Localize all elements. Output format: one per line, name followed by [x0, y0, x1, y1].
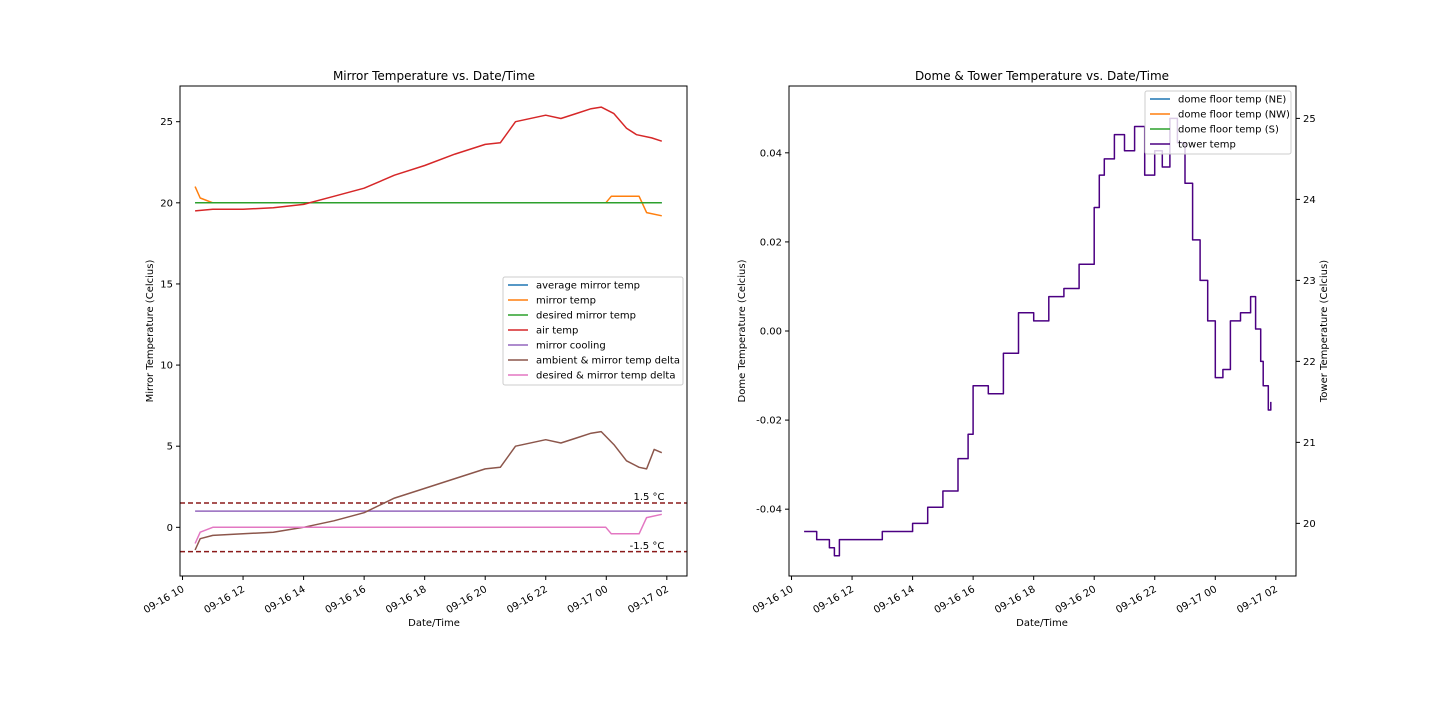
y-axis-ticks: 0 5 10 15 20 25: [160, 117, 180, 534]
y-tick-label: -0.04: [756, 505, 782, 516]
y-axis-ticks: -0.04 -0.02 0.00 0.02 0.04: [756, 148, 789, 516]
x-axis-label: Date/Time: [408, 618, 460, 629]
threshold-label-upper: 1.5 °C: [633, 492, 664, 503]
series-line: [194, 186, 662, 217]
mirror-temperature-chart: Mirror Temperature vs. Date/Time 09-16 1…: [142, 69, 688, 629]
dome-tower-temperature-chart: Dome & Tower Temperature vs. Date/Time 0…: [737, 69, 1330, 629]
x-tick-label: 09-16 22: [505, 584, 549, 616]
series-line: [804, 117, 1272, 557]
legend-label: dome floor temp (NW): [1178, 110, 1290, 121]
legend-label: average mirror temp: [536, 281, 640, 292]
x-tick-label: 09-16 12: [812, 584, 856, 616]
x-tick-label: 09-16 10: [751, 584, 795, 616]
plot-area: [180, 106, 687, 553]
right-y-axis-ticks: 20 21 22 23 24 25: [1296, 114, 1316, 530]
chart-title: Dome & Tower Temperature vs. Date/Time: [915, 69, 1169, 83]
axes-frame: [179, 85, 688, 577]
legend-box: [502, 276, 684, 386]
chart-title: Mirror Temperature vs. Date/Time: [333, 69, 535, 83]
right-y-tick-label: 23: [1303, 276, 1316, 287]
x-tick-label: 09-16 14: [872, 584, 916, 616]
x-tick-label: 09-16 14: [263, 584, 307, 616]
threshold-label-lower: -1.5 °C: [630, 541, 665, 552]
y-tick-label: -0.02: [756, 416, 782, 427]
legend-label: desired & mirror temp delta: [536, 371, 675, 382]
y-tick-label: 15: [160, 279, 173, 290]
legend-label: dome floor temp (S): [1178, 125, 1279, 136]
legend-label: air temp: [536, 326, 578, 337]
axes-frame: [788, 85, 1297, 577]
series-line: [194, 513, 662, 544]
x-tick-label: 09-16 20: [445, 584, 489, 616]
y-tick-label: 25: [160, 117, 173, 128]
x-tick-label: 09-16 16: [324, 584, 368, 616]
right-y-tick-label: 25: [1303, 114, 1316, 125]
y-tick-label: 0.02: [760, 237, 782, 248]
x-tick-label: 09-17 00: [1175, 584, 1219, 616]
x-tick-label: 09-16 18: [384, 584, 428, 616]
right-y-tick-label: 20: [1303, 519, 1316, 530]
x-axis-ticks: 09-16 10 09-16 12 09-16 14 09-16 16 09-16 18…: [142, 576, 671, 616]
y-axis-label: Mirror Temperature (Celcius): [145, 260, 156, 403]
x-tick-label: 09-16 18: [993, 584, 1037, 616]
x-tick-label: 09-16 20: [1054, 584, 1098, 616]
x-tick-label: 09-16 10: [142, 584, 186, 616]
legend: dome floor temp (NE) dome floor temp (NW)…: [1144, 90, 1292, 155]
y-tick-label: 0.04: [760, 148, 782, 159]
x-tick-label: 09-17 00: [566, 584, 610, 616]
legend: average mirror temp mirror temp desired mi…: [502, 276, 684, 386]
x-tick-label: 09-16 16: [933, 584, 977, 616]
x-tick-label: 09-17 02: [626, 584, 670, 616]
x-tick-label: 09-16 22: [1114, 584, 1158, 616]
y-tick-label: 0.00: [760, 327, 782, 338]
legend-label: tower temp: [1178, 140, 1236, 151]
y-tick-label: 0: [167, 523, 173, 534]
series-line: [194, 430, 663, 551]
right-y-tick-label: 22: [1303, 357, 1316, 368]
right-y-tick-label: 24: [1303, 195, 1316, 206]
series-line: [195, 106, 663, 212]
y-axis-label: Dome Temperature (Celcius): [737, 259, 748, 402]
y-tick-label: 5: [167, 442, 173, 453]
plot-area: [804, 117, 1272, 557]
y-tick-label: 20: [160, 198, 173, 209]
legend-entries: average mirror temp mirror temp desired mi…: [508, 281, 680, 382]
right-y-axis-label: Tower Temperature (Celcius): [1319, 260, 1330, 403]
right-y-tick-label: 21: [1303, 438, 1316, 449]
legend-box: [1144, 90, 1292, 155]
legend-label: desired mirror temp: [536, 311, 636, 322]
legend-entries: dome floor temp (NE) dome floor temp (NW)…: [1150, 95, 1290, 151]
y-tick-label: 10: [160, 361, 173, 372]
legend-label: mirror cooling: [536, 341, 606, 352]
legend-label: ambient & mirror temp delta: [536, 356, 680, 367]
legend-label: dome floor temp (NE): [1178, 95, 1286, 106]
x-axis-ticks: 09-16 10 09-16 12 09-16 14 09-16 16 09-16 18…: [751, 576, 1280, 616]
x-axis-label: Date/Time: [1016, 618, 1068, 629]
x-tick-label: 09-17 02: [1235, 584, 1279, 616]
legend-label: mirror temp: [536, 296, 596, 307]
x-tick-label: 09-16 12: [203, 584, 247, 616]
